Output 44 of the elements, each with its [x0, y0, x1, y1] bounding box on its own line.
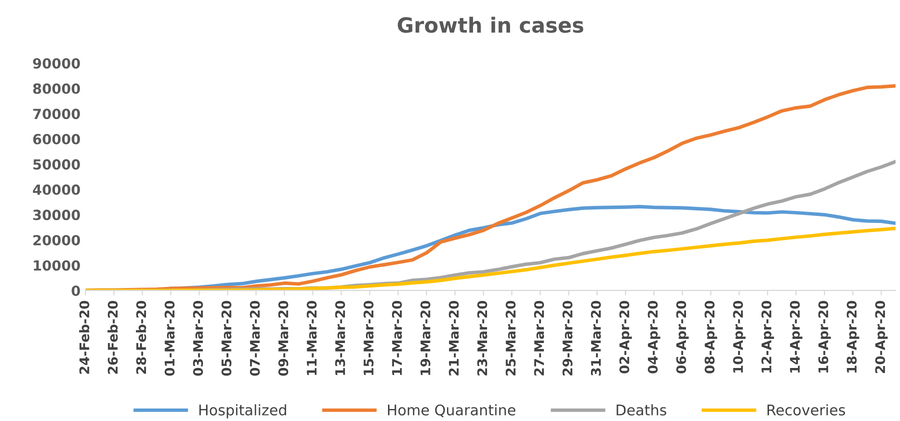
y-tick-label: 50000	[33, 159, 80, 170]
x-tick-label: 21-Mar-20	[448, 300, 459, 376]
x-tick-label: 13-Mar-20	[335, 300, 346, 375]
legend-label: Deaths	[616, 404, 666, 416]
x-tick-label: 11-Mar-20	[306, 300, 317, 375]
x-tick-label: 16-Apr-20	[818, 300, 831, 373]
y-tick-label: 30000	[33, 210, 80, 220]
x-tick-label: 25-Mar-20	[506, 300, 516, 376]
x-tick-label: 15-Mar-20	[364, 300, 374, 375]
x-tick-label: 06-Apr-20	[676, 300, 689, 374]
y-tick-label: 70000	[33, 108, 80, 120]
y-tick-label: 0	[72, 285, 80, 296]
y-tick-label: 40000	[32, 184, 80, 195]
x-tick-label: 26-Feb-20	[108, 300, 118, 374]
x-tick-label: 04-Apr-20	[648, 300, 660, 374]
x-tick-label: 31-Mar-20	[590, 300, 601, 376]
legend-label: Recoveries	[768, 404, 846, 416]
y-tick-label: 90000	[33, 58, 80, 69]
x-tick-label: 27-Mar-20	[534, 300, 544, 376]
x-tick-label: 14-Apr-20	[790, 300, 802, 373]
y-tick-label: 10000	[34, 260, 80, 271]
x-tick-label: 10-Apr-20	[733, 300, 746, 373]
x-tick-label: 19-Mar-20	[420, 300, 430, 375]
y-tick-label: 80000	[33, 83, 80, 94]
x-tick-label: 24-Feb-20	[79, 300, 90, 374]
x-tick-label: 02-Apr-20	[619, 300, 632, 374]
x-tick-label: 28-Feb-20	[136, 300, 146, 374]
x-tick-label: 03-Mar-20	[193, 300, 204, 376]
legend-label: Hospitalized	[199, 404, 286, 418]
y-tick-label: 20000	[33, 234, 80, 246]
x-tick-label: 12-Apr-20	[761, 300, 774, 373]
y-tick-label: 60000	[33, 134, 80, 144]
x-tick-label: 17-Mar-20	[392, 300, 402, 375]
x-tick-label: 07-Mar-20	[250, 300, 260, 376]
x-tick-label: 09-Mar-20	[278, 300, 288, 376]
x-tick-label: 18-Apr-20	[846, 300, 860, 373]
chart-title: Growth in cases	[398, 16, 584, 33]
x-tick-label: 01-Mar-20	[164, 300, 175, 376]
x-tick-label: 29-Mar-20	[562, 300, 572, 376]
x-tick-label: 23-Mar-20	[477, 300, 488, 376]
x-tick-label: 05-Mar-20	[221, 300, 232, 376]
x-tick-label: 08-Apr-20	[704, 300, 718, 374]
legend-label: Home Quarantine	[388, 404, 516, 418]
x-tick-label: 20-Apr-20	[875, 300, 888, 374]
